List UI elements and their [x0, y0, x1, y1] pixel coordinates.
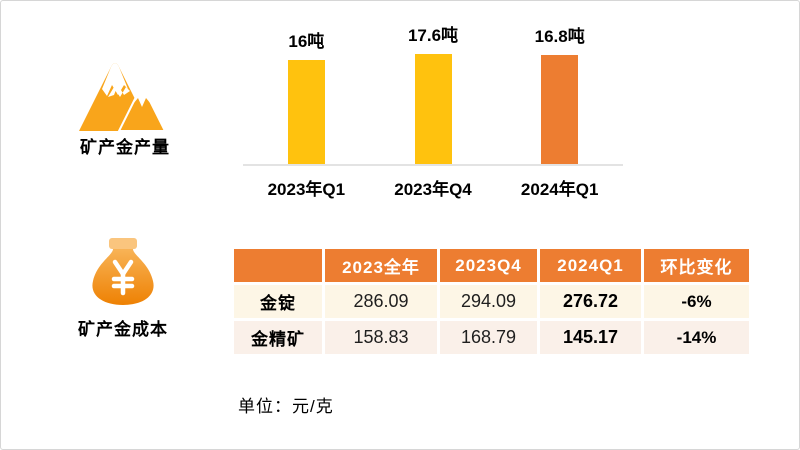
bar-2023q1 — [287, 60, 325, 164]
row-label: 金锭 — [234, 285, 322, 318]
mountains-icon — [77, 55, 167, 133]
table-row-gold-ingot: 金锭 286.09 294.09 276.72 -6% — [234, 285, 749, 318]
bar-2024q1 — [541, 54, 579, 164]
bar-value-label: 16吨 — [288, 32, 325, 51]
chart-x-axis-labels: 2023年Q1 2023年Q4 2024年Q1 — [243, 175, 623, 200]
header-chain-change: 环比变化 — [644, 249, 749, 282]
x-tick-2023q1: 2023年Q1 — [267, 180, 346, 199]
unit-note: 单位：元/克 — [238, 397, 334, 416]
bar-group-2023q4: 17.6吨 — [370, 21, 497, 164]
x-tick-2023q4: 2023年Q4 — [394, 180, 472, 199]
bar-group-2024q1: 16.8吨 — [496, 21, 623, 164]
cell-value: 145.17 — [540, 321, 641, 354]
cell-value: -6% — [644, 285, 749, 318]
production-bar-chart: 16吨 17.6吨 16.8吨 2023年Q1 2023年Q4 2024年Q1 — [243, 21, 623, 200]
bar-value-label: 16.8吨 — [534, 26, 585, 46]
cell-value: 276.72 — [540, 285, 641, 318]
bar-value-label: 17.6吨 — [407, 26, 459, 45]
money-bag-icon — [87, 237, 159, 309]
chart-bars: 16吨 17.6吨 16.8吨 — [243, 21, 623, 164]
production-section-label: 矿产金产量 — [80, 138, 170, 157]
chart-baseline — [243, 164, 623, 166]
cell-value: 294.09 — [440, 285, 537, 318]
cell-value: -14% — [644, 321, 749, 354]
x-tick-2024q1: 2024年Q1 — [520, 180, 599, 199]
cost-section-label: 矿产金成本 — [78, 320, 168, 339]
bar-2023q4 — [414, 54, 452, 164]
cell-value: 158.83 — [325, 321, 437, 354]
cost-table-header-row: 2023全年 2023Q4 2024Q1 环比变化 — [234, 249, 749, 282]
cell-value: 168.79 — [440, 321, 537, 354]
header-2024q1: 2024Q1 — [540, 249, 641, 282]
header-2023q4: 2023Q4 — [440, 249, 537, 282]
cost-table: 2023全年 2023Q4 2024Q1 环比变化 金锭 286.09 294.… — [231, 246, 752, 357]
yen-symbol — [111, 259, 135, 296]
header-empty — [234, 249, 322, 282]
row-label: 金精矿 — [234, 321, 322, 354]
bar-group-2023q1: 16吨 — [243, 21, 370, 164]
header-2023-full: 2023全年 — [325, 249, 437, 282]
cell-value: 286.09 — [325, 285, 437, 318]
table-row-gold-concentrate: 金精矿 158.83 168.79 145.17 -14% — [234, 321, 749, 354]
